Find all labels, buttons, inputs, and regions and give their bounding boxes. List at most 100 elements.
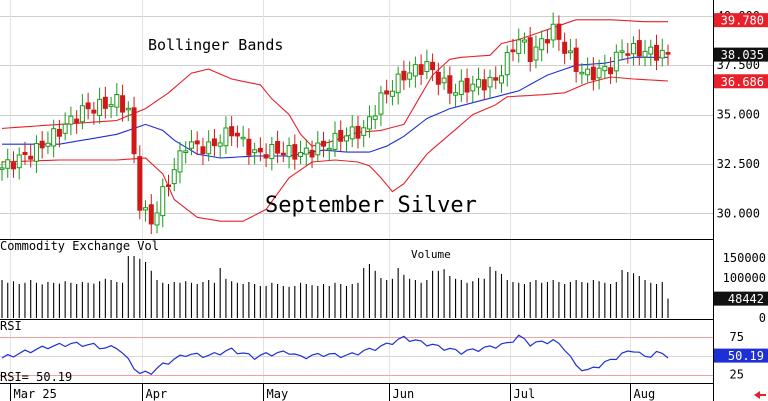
candlestick [108, 96, 114, 119]
candle-body [608, 67, 614, 75]
candlestick [240, 125, 246, 147]
candlestick [435, 62, 441, 96]
candle-body [309, 149, 315, 158]
candle-body [487, 76, 493, 88]
candle-body [539, 38, 545, 51]
candle-body [171, 169, 177, 185]
candle-body [211, 138, 217, 147]
candle-body [493, 77, 499, 81]
rsi-last-value-flag: 50.19 [714, 348, 768, 363]
candlestick [148, 194, 154, 235]
candle-body [62, 123, 68, 134]
candlestick [102, 86, 108, 119]
candlestick [114, 83, 120, 117]
candlestick [636, 29, 642, 66]
candlestick [68, 106, 74, 136]
price-flags: 39.780 38.035 36.686 [714, 13, 768, 89]
candle-body [200, 146, 206, 155]
candle-body [229, 126, 235, 137]
candlestick [137, 145, 143, 220]
price-tick-label: 30.000 [717, 206, 760, 220]
rsi-flag-label: 50.19 [728, 349, 764, 363]
candlestick [39, 131, 45, 159]
rsi-axis-ticks: 75 25 [730, 330, 744, 382]
candle-body [636, 40, 642, 57]
candle-body [343, 135, 349, 142]
candlestick [16, 147, 22, 180]
candlestick [539, 30, 545, 62]
candlestick [493, 66, 499, 89]
date-tick-label: May [267, 387, 289, 401]
candlestick [378, 85, 384, 126]
candlestick [321, 131, 327, 158]
candlestick [246, 128, 252, 165]
candle-body [125, 107, 131, 111]
candlestick [562, 32, 568, 65]
candle-body [470, 83, 476, 92]
candlestick [608, 57, 614, 85]
candlestick [533, 35, 539, 69]
candlestick-series [0, 12, 671, 235]
candlestick [292, 134, 298, 170]
candlestick [441, 66, 447, 90]
candle-body [326, 147, 332, 151]
candle-body [642, 50, 648, 58]
candlestick [579, 63, 585, 85]
scroll-left-arrow-icon[interactable] [754, 391, 766, 399]
candlestick [550, 12, 556, 48]
candle-body [5, 159, 11, 169]
candle-body [361, 127, 367, 136]
candlestick [188, 130, 194, 156]
candle-body [183, 150, 189, 154]
candle-body [286, 145, 292, 158]
candlestick [665, 44, 671, 66]
candle-body [349, 126, 355, 140]
candlestick [275, 130, 281, 164]
bollinger-bands-label: Bollinger Bands [148, 36, 283, 54]
date-tick-label: Aug [634, 387, 656, 401]
candle-body [476, 78, 482, 88]
rsi-grid [0, 337, 713, 376]
candle-body [263, 154, 269, 159]
candlestick [229, 116, 235, 146]
volume-tick-label: 0 [759, 311, 766, 325]
candlestick [648, 39, 654, 66]
candlestick [453, 83, 459, 107]
candlestick [22, 141, 28, 165]
candlestick [91, 101, 97, 125]
price-flag-box [714, 47, 768, 62]
price-flag: 36.686 [714, 74, 768, 89]
candle-body [252, 149, 258, 154]
candle-body [160, 186, 166, 217]
candlestick [309, 140, 315, 168]
candlestick [654, 34, 660, 71]
candle-body [504, 52, 510, 76]
candlestick [418, 54, 424, 86]
candle-body [648, 46, 654, 55]
price-flag-label: 38.035 [721, 48, 764, 62]
candle-body [234, 132, 240, 137]
candle-body [206, 141, 212, 155]
candle-body [51, 128, 57, 147]
candle-body [441, 77, 447, 84]
candle-body [143, 207, 149, 211]
candle-body [619, 50, 625, 53]
price-flag: 38.035 [714, 47, 768, 62]
candlestick [458, 69, 464, 103]
candle-body [74, 118, 80, 123]
candle-body [510, 49, 516, 53]
candlestick [200, 137, 206, 165]
candle-body [91, 109, 97, 114]
candle-body [447, 75, 453, 94]
candlestick [183, 141, 189, 164]
candle-body [401, 70, 407, 81]
candlestick [206, 130, 212, 162]
candlestick [10, 151, 16, 178]
candle-body [573, 47, 579, 72]
candlestick [596, 59, 602, 90]
candlestick [556, 15, 562, 51]
candle-body [395, 73, 401, 94]
candle-body [97, 98, 103, 116]
candle-body [533, 46, 539, 61]
price-flag: 39.780 [714, 13, 768, 28]
